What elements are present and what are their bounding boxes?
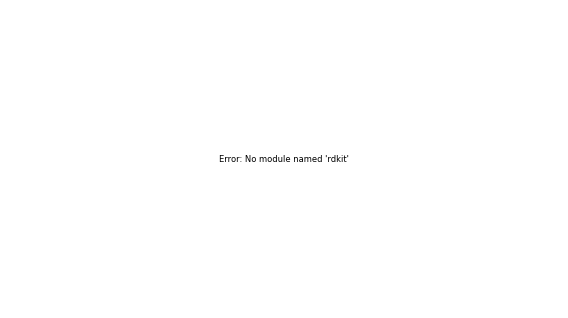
Text: Error: No module named 'rdkit': Error: No module named 'rdkit' (219, 155, 349, 163)
